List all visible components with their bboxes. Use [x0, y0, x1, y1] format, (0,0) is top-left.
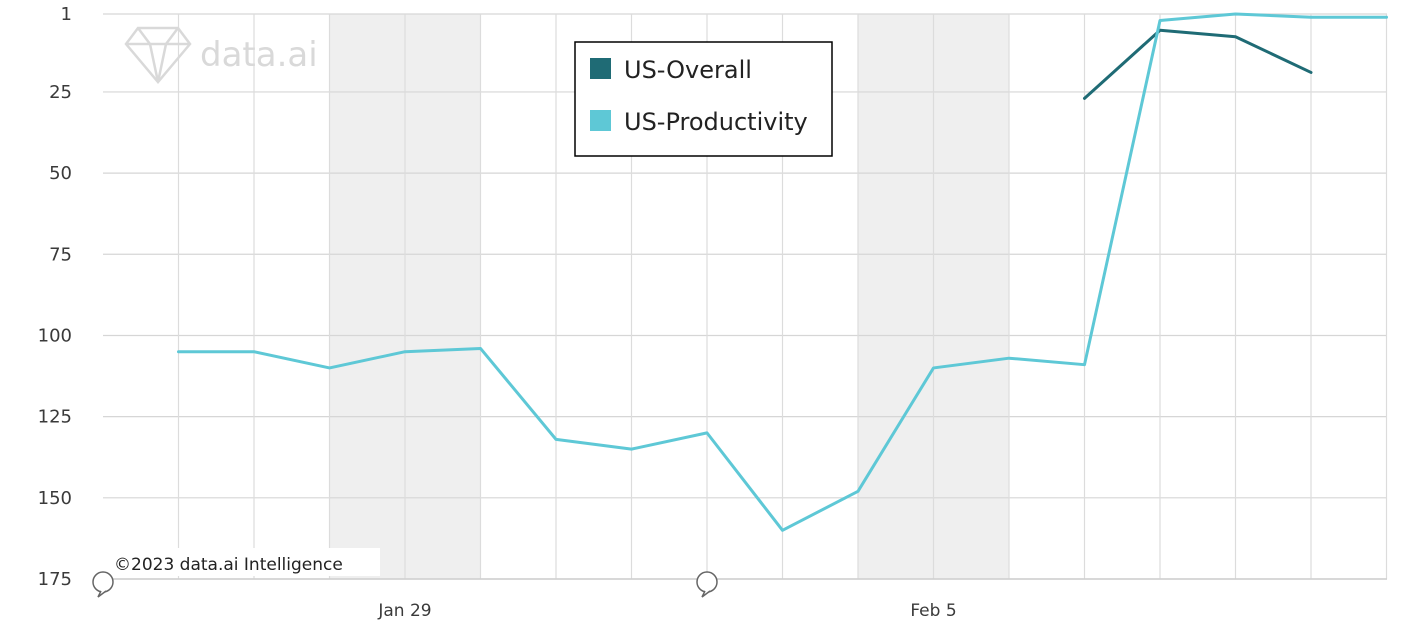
y-tick-label: 25	[49, 82, 72, 103]
x-tick-label: Feb 5	[910, 601, 956, 621]
series-line-us-productivity	[177, 12, 1388, 532]
legend-label-us-productivity: US-Productivity	[624, 108, 808, 136]
series-lines	[177, 12, 1388, 532]
y-tick-label: 50	[49, 163, 72, 184]
legend: US-Overall US-Productivity	[574, 41, 833, 157]
y-tick-label: 100	[38, 325, 72, 346]
annotation-bubble	[92, 571, 114, 593]
series-line-us-overall	[1083, 28, 1313, 100]
y-tick-label: 75	[49, 244, 72, 265]
y-tick-label: 175	[38, 569, 72, 590]
legend-swatch-us-productivity	[590, 110, 611, 131]
annotation-tail	[701, 590, 711, 598]
x-axis-ticks: Jan 29 Feb 5	[377, 601, 956, 621]
y-tick-label: 1	[61, 4, 72, 25]
x-tick-label: Jan 29	[377, 601, 431, 621]
copyright-text: ©2023 data.ai Intelligence	[114, 555, 343, 575]
y-tick-label: 125	[38, 407, 72, 428]
copyright-box: ©2023 data.ai Intelligence	[106, 548, 380, 576]
grid-lines	[103, 13, 1388, 580]
watermark: data.ai	[124, 26, 318, 84]
y-tick-label: 150	[38, 488, 72, 509]
annotation-pin-icon	[696, 571, 718, 598]
annotation-pin-icon	[92, 571, 114, 598]
legend-label-us-overall: US-Overall	[624, 56, 752, 84]
legend-swatch-us-overall	[590, 58, 611, 79]
annotation-bubble	[696, 571, 718, 593]
diamond-logo-icon	[124, 26, 192, 84]
watermark-text: data.ai	[200, 35, 318, 75]
annotation-tail	[97, 590, 107, 598]
annotation-markers	[92, 571, 718, 598]
